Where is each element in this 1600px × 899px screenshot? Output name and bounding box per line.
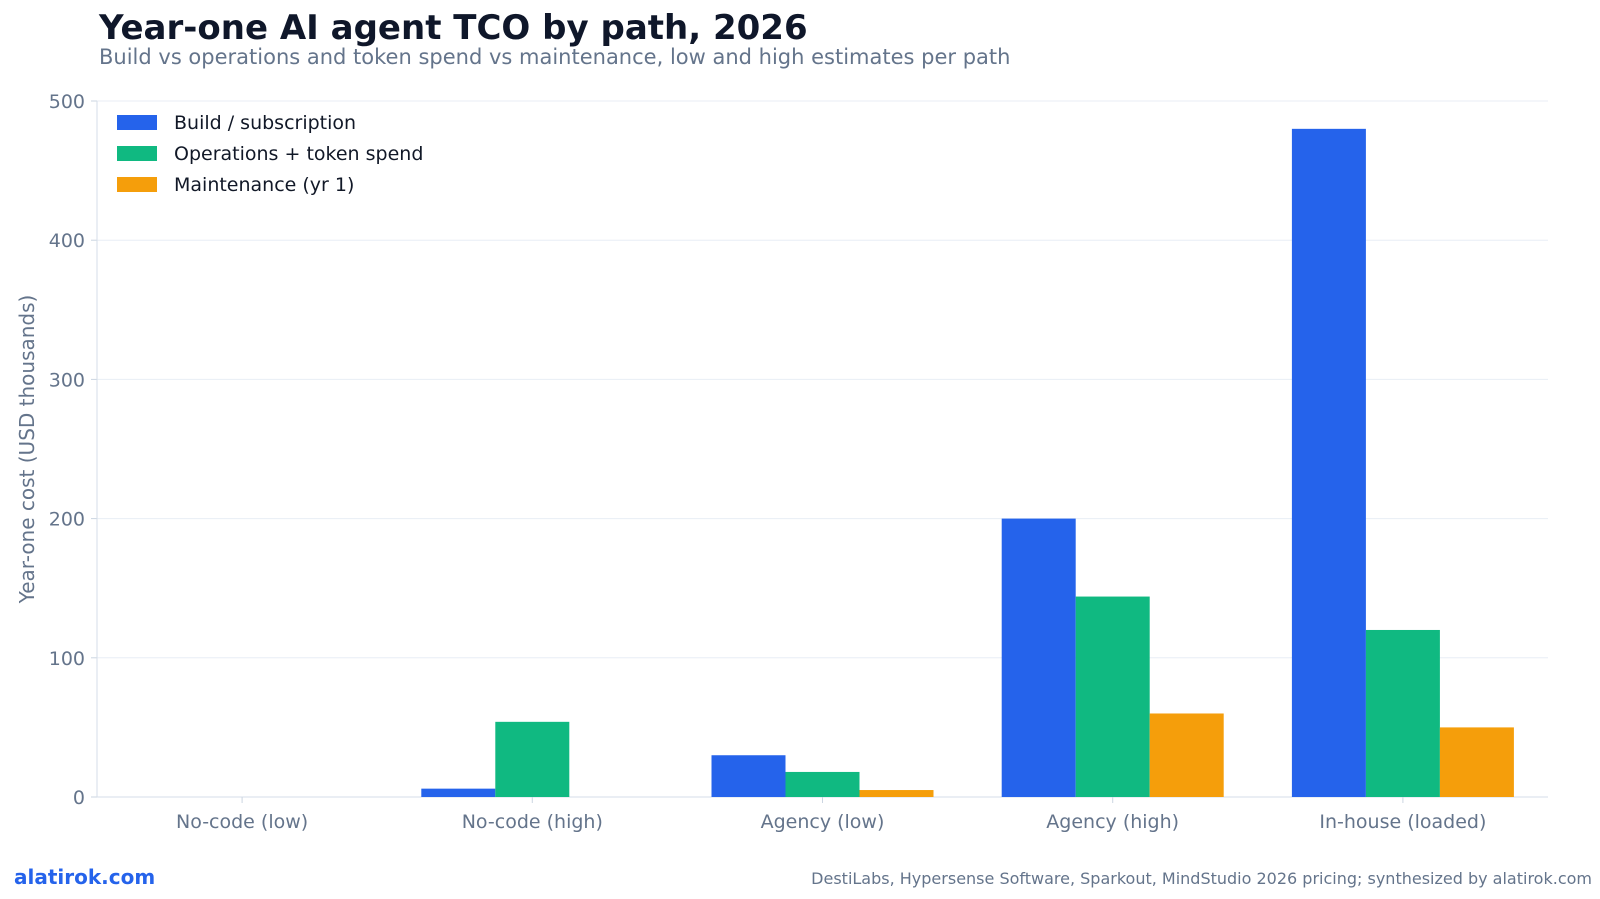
bar-2 — [495, 721, 570, 797]
bar-3 — [1439, 727, 1514, 797]
legend-label: Operations + token spend — [174, 143, 423, 165]
y-tick-label: 400 — [49, 230, 85, 252]
brand-name: alatirok.com — [14, 865, 156, 889]
x-tick-label: In-house (loaded) — [1319, 811, 1486, 833]
bar-2 — [1075, 596, 1150, 797]
bar-2 — [1365, 629, 1440, 797]
legend-swatch — [117, 115, 157, 130]
y-axis-label: Year-one cost (USD thousands) — [15, 295, 39, 605]
bar-1 — [1001, 518, 1076, 797]
bar-2 — [785, 771, 860, 797]
y-tick-label: 0 — [73, 787, 85, 809]
source-note: DestiLabs, Hypersense Software, Sparkout… — [811, 869, 1592, 888]
x-tick-label: Agency (high) — [1046, 811, 1179, 833]
bar-3 — [859, 790, 934, 797]
chart-title: Year-one AI agent TCO by path, 2026 — [99, 8, 808, 48]
x-tick-label: Agency (low) — [761, 811, 885, 833]
y-tick-label: 500 — [49, 91, 85, 113]
chart-subtitle: Build vs operations and token spend vs m… — [99, 45, 1011, 69]
x-tick-label: No-code (high) — [462, 811, 603, 833]
legend-swatch — [117, 146, 157, 161]
bar-1 — [1291, 128, 1366, 798]
legend-label: Build / subscription — [174, 112, 356, 134]
bar-3 — [1149, 713, 1224, 797]
legend-label: Maintenance (yr 1) — [174, 174, 354, 196]
y-tick-label: 200 — [49, 509, 85, 531]
y-tick-label: 300 — [49, 369, 85, 391]
bar-1 — [711, 755, 786, 797]
x-tick-label: No-code (low) — [176, 811, 308, 833]
y-tick-label: 100 — [49, 648, 85, 670]
bar-1 — [421, 788, 496, 797]
legend-swatch — [117, 177, 157, 192]
